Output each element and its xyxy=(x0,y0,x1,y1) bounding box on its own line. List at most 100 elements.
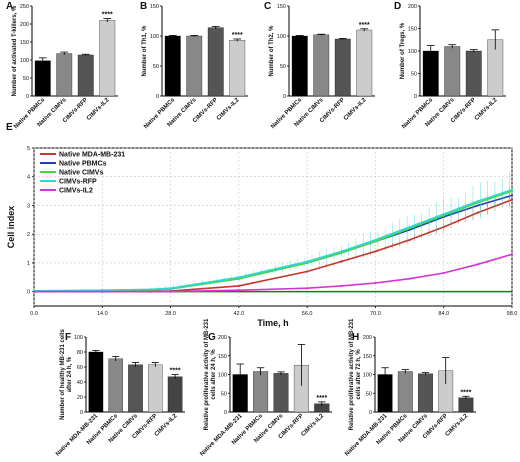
y-tick-label: 50 xyxy=(280,64,286,70)
y-tick-label: 50 xyxy=(366,391,372,397)
x-axis-label: Time, h xyxy=(257,318,288,328)
category-label: CIMVs-IL2 xyxy=(300,413,325,438)
y-axis-label: Cell index xyxy=(6,206,16,249)
bar xyxy=(444,46,461,97)
data-point xyxy=(101,290,104,293)
bar xyxy=(465,50,482,97)
data-point xyxy=(340,250,343,253)
significance-marker: **** xyxy=(460,389,471,396)
y-tick-label: 50 xyxy=(411,72,417,78)
y-tick-label: 100 xyxy=(74,335,83,341)
data-point xyxy=(306,287,309,290)
chart-panel-g: G 0 50 100 150 200 Relative proliferative acti… xyxy=(199,318,332,457)
y-tick-label: 150 xyxy=(363,354,372,360)
y-tick-label: 3 xyxy=(27,203,30,209)
y-tick-label: 0 xyxy=(27,290,30,296)
x-tick-label: 56.0 xyxy=(302,311,313,317)
bar xyxy=(77,54,94,97)
category-label: CIMVs-IL2 xyxy=(216,97,241,122)
y-tick-label: 250 xyxy=(20,4,29,10)
series-cimvs-il2 xyxy=(32,253,514,293)
series-cimvs-rfp xyxy=(32,172,514,292)
data-point xyxy=(408,277,411,280)
data-point xyxy=(237,276,240,279)
bar xyxy=(207,27,224,97)
y-tick-label: 200 xyxy=(218,335,227,341)
y-tick-label: 0 xyxy=(369,410,372,416)
panel-label: E xyxy=(6,122,13,133)
y-axis-label: Number of Tregs, % xyxy=(400,22,406,79)
significance-marker: **** xyxy=(359,22,370,29)
bar xyxy=(99,20,116,97)
data-point xyxy=(374,281,377,285)
y-tick-label: 50 xyxy=(23,76,29,82)
y-tick-label: 100 xyxy=(408,49,417,55)
bar xyxy=(334,38,351,97)
series-line xyxy=(33,188,513,292)
legend-entry: Native PBMCs xyxy=(59,161,107,168)
y-axis-label: Relative proliferative activity of MB-23… xyxy=(204,318,217,430)
y-tick-label: 100 xyxy=(218,373,227,379)
data-point xyxy=(237,289,240,292)
y-tick-label: 4 xyxy=(27,175,30,181)
y-axis-label-line: cells after 24 h, % xyxy=(211,349,217,400)
y-axis-label-line: Relative proliferative activity of MB-23… xyxy=(349,318,355,430)
chart-panel-e: E 0.0 14.0 28.0 42.0 56.0 70.0 84.0 98.0 0 1 2 3 4 5 Ti… xyxy=(6,122,517,328)
data-point xyxy=(510,198,514,201)
y-axis-label-line: Relative proliferative activity of MB-23… xyxy=(204,318,210,430)
panel-label: C xyxy=(264,1,271,12)
data-point xyxy=(374,238,377,242)
significance-marker: **** xyxy=(170,368,181,375)
panel-label: A xyxy=(6,1,13,12)
panel-label: B xyxy=(140,1,147,12)
panel-label: G xyxy=(208,332,216,343)
y-axis-label-line: Number of healthy MB-231 cells xyxy=(60,328,66,419)
panel-label: D xyxy=(394,1,401,12)
bar xyxy=(108,358,123,413)
y-tick-label: 0 xyxy=(414,94,417,100)
y-tick-label: 2 xyxy=(27,232,30,238)
data-point xyxy=(510,194,514,197)
y-tick-label: 200 xyxy=(408,4,417,10)
bar xyxy=(313,34,330,97)
data-point xyxy=(476,204,479,207)
bar xyxy=(229,40,246,97)
data-point xyxy=(306,270,309,273)
category-label: CIMVs-IL2 xyxy=(474,97,499,122)
data-point xyxy=(510,188,514,191)
y-tick-label: 150 xyxy=(150,4,159,10)
significance-marker: **** xyxy=(102,12,113,19)
data-point xyxy=(408,238,411,242)
y-tick-label: 100 xyxy=(277,34,286,40)
bar xyxy=(418,373,433,413)
x-tick-label: 28.0 xyxy=(165,311,176,317)
y-tick-label: 150 xyxy=(20,40,29,46)
significance-marker: **** xyxy=(232,32,243,39)
y-tick-label: 0 xyxy=(80,410,83,416)
data-point xyxy=(149,288,153,291)
y-tick-label: 150 xyxy=(408,27,417,33)
data-point xyxy=(442,212,445,216)
data-point xyxy=(408,225,411,229)
y-tick-label: 100 xyxy=(150,34,159,40)
y-tick-label: 50 xyxy=(221,391,227,397)
data-point xyxy=(340,260,343,263)
data-point xyxy=(476,200,479,203)
y-axis-label: Number of activated T-killers, % xyxy=(12,5,18,96)
y-tick-label: 0 xyxy=(156,94,159,100)
bar xyxy=(167,376,183,413)
y-tick-label: 100 xyxy=(20,58,29,64)
data-point xyxy=(340,284,343,287)
legend-entry: CIMVs-RFP xyxy=(59,179,97,186)
data-point xyxy=(476,211,479,214)
legend-entry: Native MDA-MB-231 xyxy=(59,152,125,159)
significance-marker: **** xyxy=(316,395,327,402)
y-tick-label: 150 xyxy=(277,4,286,10)
bar xyxy=(356,29,373,97)
y-axis-label: Number of Th1, % xyxy=(142,25,148,77)
